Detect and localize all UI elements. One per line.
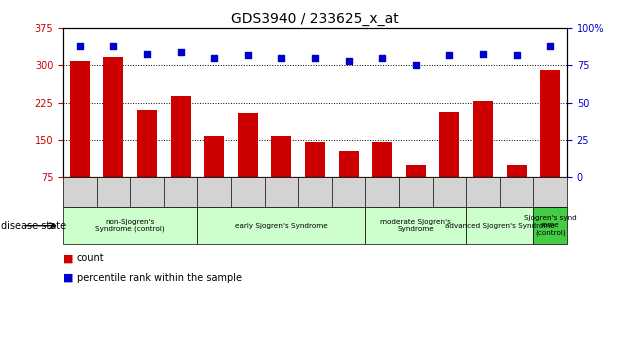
Text: moderate Sjogren's
Syndrome: moderate Sjogren's Syndrome: [381, 219, 451, 232]
Bar: [305, 142, 325, 214]
Text: advanced Sjogren's Syndrome: advanced Sjogren's Syndrome: [445, 223, 555, 229]
Bar: [406, 165, 426, 214]
Point: [243, 52, 253, 58]
Bar: [540, 70, 560, 214]
Bar: [507, 165, 527, 214]
Bar: [137, 110, 157, 214]
Text: disease state: disease state: [1, 221, 66, 231]
Point: [176, 49, 186, 55]
Point: [411, 63, 421, 68]
Point: [512, 52, 522, 58]
Point: [277, 55, 287, 61]
Bar: [103, 57, 123, 214]
Point: [209, 55, 219, 61]
Bar: [204, 136, 224, 214]
Text: count: count: [77, 253, 105, 263]
Bar: [473, 101, 493, 214]
Point: [545, 43, 555, 49]
Bar: [238, 113, 258, 214]
Bar: [338, 151, 358, 214]
Point: [75, 43, 85, 49]
Text: non-Sjogren's
Syndrome (control): non-Sjogren's Syndrome (control): [95, 219, 165, 233]
Point: [377, 55, 387, 61]
Title: GDS3940 / 233625_x_at: GDS3940 / 233625_x_at: [231, 12, 399, 26]
Bar: [70, 61, 90, 214]
Text: percentile rank within the sample: percentile rank within the sample: [77, 273, 242, 283]
Point: [142, 51, 152, 56]
Text: ■: ■: [63, 253, 74, 263]
Point: [444, 52, 454, 58]
Point: [343, 58, 353, 64]
Point: [108, 43, 118, 49]
Bar: [171, 96, 191, 214]
Bar: [372, 142, 392, 214]
Text: Sjogren's synd
rome
(control): Sjogren's synd rome (control): [524, 216, 576, 236]
Point: [310, 55, 320, 61]
Text: ■: ■: [63, 273, 74, 283]
Bar: [272, 136, 292, 214]
Bar: [439, 112, 459, 214]
Point: [478, 51, 488, 56]
Text: early Sjogren's Syndrome: early Sjogren's Syndrome: [235, 223, 328, 229]
